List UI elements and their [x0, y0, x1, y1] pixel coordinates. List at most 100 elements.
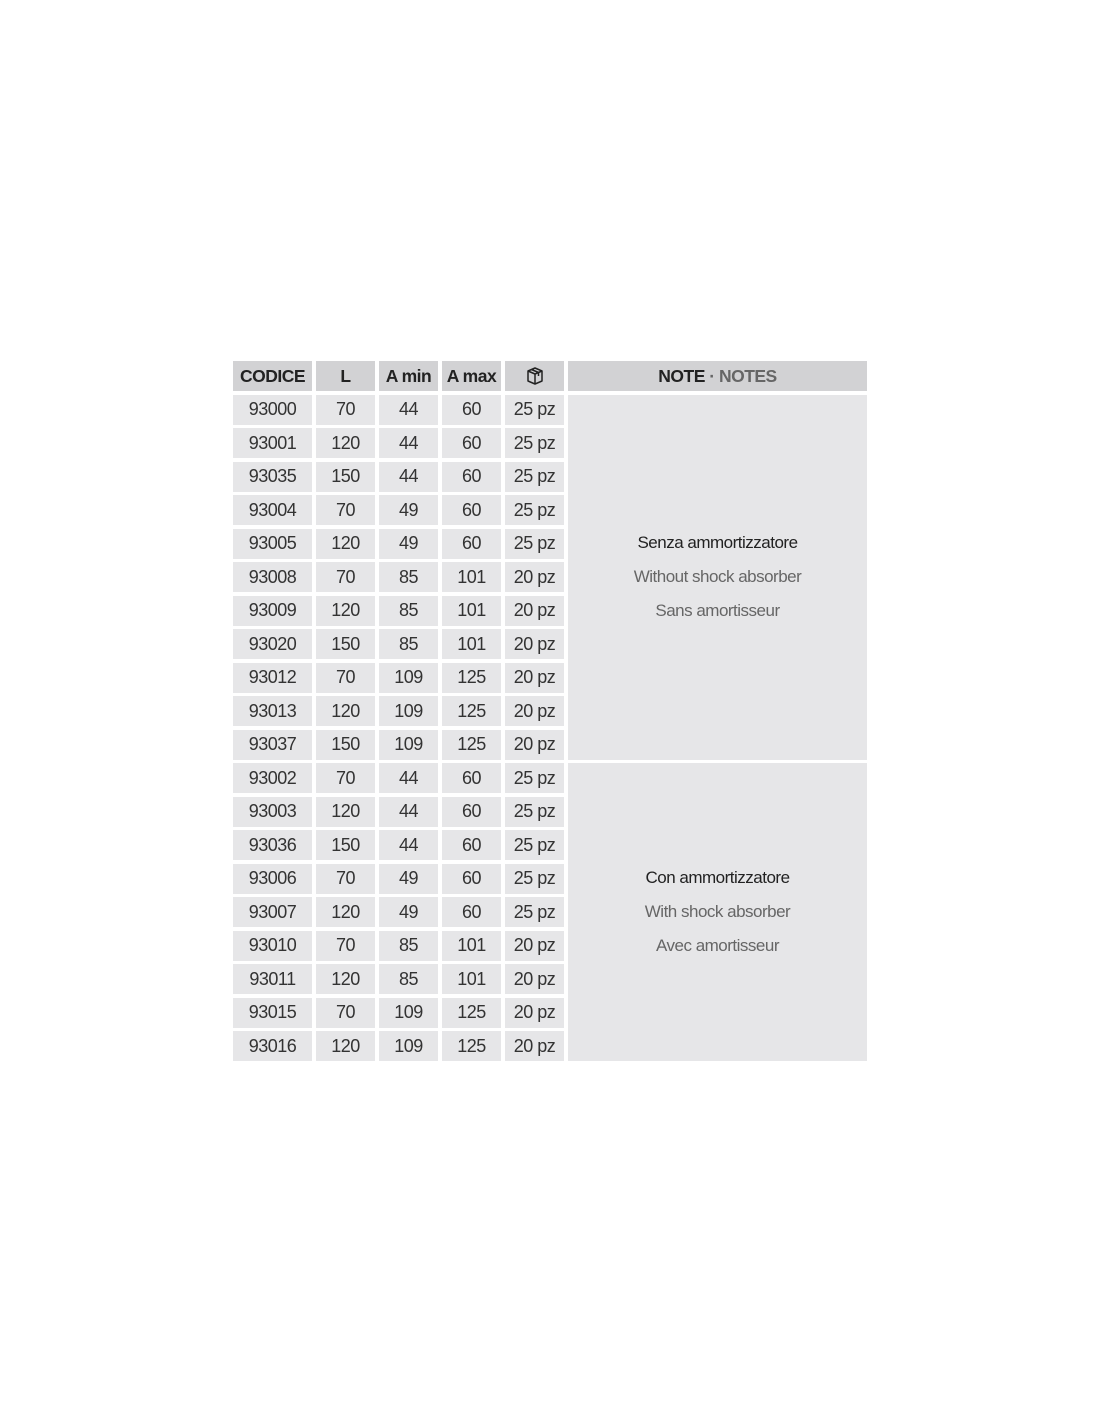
cell-a-min: 49 [379, 495, 438, 525]
cell-code: 93006 [233, 863, 312, 894]
cell-a-max: 60 [442, 528, 501, 559]
header-a-min: A min [379, 361, 438, 391]
cell-a-min: 109 [379, 1031, 438, 1061]
header-length: L [316, 361, 375, 391]
cell-package: 25 pz [505, 495, 564, 525]
cell-a-min: 85 [379, 930, 438, 961]
cell-a-max: 60 [442, 394, 501, 425]
cell-length: 120 [316, 796, 375, 827]
cell-a-max: 60 [442, 796, 501, 827]
cell-a-min: 49 [379, 863, 438, 894]
note-text: Without shock absorber [633, 567, 802, 586]
cell-length: 120 [316, 964, 375, 994]
cell-a-max: 60 [442, 897, 501, 927]
cell-a-min: 44 [379, 796, 438, 827]
cell-package: 25 pz [505, 394, 564, 425]
cell-a-max: 101 [442, 964, 501, 994]
cell-code: 93013 [233, 696, 312, 726]
cell-code: 93011 [233, 964, 312, 994]
cell-package: 25 pz [505, 461, 564, 492]
cell-a-max: 60 [442, 763, 501, 793]
cell-code: 93003 [233, 796, 312, 827]
cell-package: 25 pz [505, 830, 564, 860]
cell-code: 93002 [233, 763, 312, 793]
cell-package: 20 pz [505, 595, 564, 626]
cell-a-max: 125 [442, 696, 501, 726]
cell-code: 93015 [233, 997, 312, 1028]
cell-code: 93001 [233, 428, 312, 458]
cell-length: 70 [316, 662, 375, 693]
separator: · [704, 365, 719, 386]
cell-length: 70 [316, 863, 375, 894]
cell-code: 93036 [233, 830, 312, 860]
cell-a-min: 44 [379, 830, 438, 860]
cell-a-max: 101 [442, 629, 501, 659]
note-cell: Con ammortizzatore With shock absorber Ave… [568, 763, 867, 1061]
cell-length: 150 [316, 461, 375, 492]
note-cell: Senza ammortizzatore Without shock absorb… [568, 394, 867, 760]
header-notes: NOTE · NOTES [568, 361, 867, 391]
cell-package: 20 pz [505, 964, 564, 994]
cell-a-min: 85 [379, 595, 438, 626]
cell-a-min: 85 [379, 562, 438, 592]
cell-code: 93000 [233, 394, 312, 425]
cell-a-max: 60 [442, 830, 501, 860]
cell-package: 25 pz [505, 863, 564, 894]
cell-package: 20 pz [505, 930, 564, 961]
cell-package: 20 pz [505, 696, 564, 726]
cell-a-max: 101 [442, 595, 501, 626]
cell-package: 20 pz [505, 562, 564, 592]
cell-a-min: 44 [379, 428, 438, 458]
cell-a-min: 49 [379, 528, 438, 559]
cell-package: 25 pz [505, 796, 564, 827]
header-code: CODICE [233, 361, 312, 391]
cell-a-min: 44 [379, 461, 438, 492]
cell-a-min: 109 [379, 662, 438, 693]
cell-code: 93016 [233, 1031, 312, 1061]
cell-code: 93020 [233, 629, 312, 659]
cell-code: 93012 [233, 662, 312, 693]
cell-a-min: 109 [379, 729, 438, 760]
cell-package: 25 pz [505, 528, 564, 559]
cell-code: 93010 [233, 930, 312, 961]
cell-a-min: 44 [379, 394, 438, 425]
header-a-max: A max [442, 361, 501, 391]
cell-length: 150 [316, 629, 375, 659]
cell-a-max: 60 [442, 461, 501, 492]
note-text: Avec amortisseur [655, 936, 780, 955]
cell-length: 70 [316, 394, 375, 425]
header-package [505, 361, 564, 391]
cell-code: 93008 [233, 562, 312, 592]
cell-length: 150 [316, 729, 375, 760]
cell-a-min: 44 [379, 763, 438, 793]
note-label: NOTE [658, 365, 705, 386]
cell-package: 25 pz [505, 763, 564, 793]
cell-length: 120 [316, 528, 375, 559]
cell-a-min: 85 [379, 964, 438, 994]
cell-a-max: 60 [442, 428, 501, 458]
cell-package: 25 pz [505, 428, 564, 458]
cell-code: 93035 [233, 461, 312, 492]
cell-a-min: 109 [379, 997, 438, 1028]
cell-package: 20 pz [505, 729, 564, 760]
cell-length: 70 [316, 930, 375, 961]
note-text: Senza ammortizzatore [637, 533, 798, 552]
cell-length: 70 [316, 997, 375, 1028]
cell-length: 70 [316, 495, 375, 525]
cell-package: 25 pz [505, 897, 564, 927]
cell-a-min: 109 [379, 696, 438, 726]
cell-length: 120 [316, 428, 375, 458]
cell-length: 70 [316, 763, 375, 793]
cell-code: 93037 [233, 729, 312, 760]
cell-length: 120 [316, 897, 375, 927]
cell-a-max: 101 [442, 930, 501, 961]
cell-code: 93007 [233, 897, 312, 927]
cell-code: 93005 [233, 528, 312, 559]
cell-a-max: 60 [442, 495, 501, 525]
cell-package: 20 pz [505, 662, 564, 693]
cell-a-max: 125 [442, 662, 501, 693]
cell-length: 120 [316, 595, 375, 626]
cell-package: 20 pz [505, 997, 564, 1028]
cell-length: 120 [316, 1031, 375, 1061]
cell-length: 120 [316, 696, 375, 726]
